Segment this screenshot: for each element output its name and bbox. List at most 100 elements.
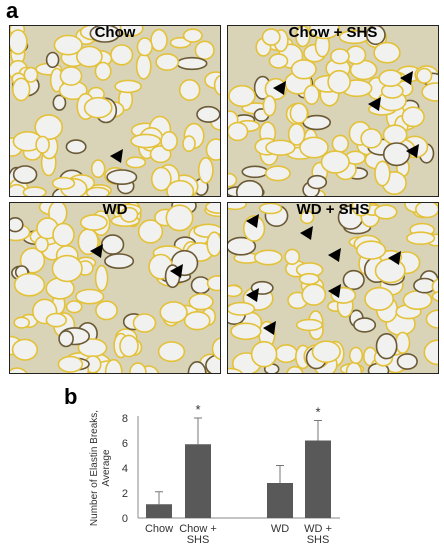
alveolus-shape (228, 236, 257, 256)
alveolus-shape (85, 186, 110, 196)
alveolus-shape (159, 301, 188, 324)
alveolus-shape (342, 269, 365, 291)
alveolus-shape (176, 56, 208, 71)
panel-b-letter: b (64, 384, 78, 409)
alveolus-shape (421, 82, 438, 102)
alveolus-shape (299, 210, 315, 225)
micrograph-chow: Chow (9, 25, 221, 197)
alveolus-shape (378, 69, 403, 88)
alveolus-shape (303, 84, 320, 106)
x-tick-label: Chow + (179, 523, 217, 535)
arrowhead-marker (368, 97, 381, 111)
alveolus-shape (125, 156, 147, 169)
alveolus-shape (353, 317, 377, 333)
alveolus-shape (331, 134, 350, 153)
alveolus-shape (52, 94, 67, 111)
alveolus-shape (228, 84, 256, 108)
alveolus-shape (165, 204, 194, 232)
alveolus-shape (287, 123, 306, 146)
alveolus-shape (228, 121, 249, 142)
alveolus-shape (166, 179, 195, 196)
alveolus-shape (196, 105, 220, 123)
alveolus-shape (206, 275, 220, 292)
bar (305, 440, 331, 518)
alveolus-shape (104, 253, 135, 269)
alveolus-shape (19, 247, 46, 274)
alveolus-shape (320, 150, 350, 174)
alveolus-shape (52, 222, 75, 247)
alveolus-shape (119, 26, 144, 37)
alveolus-shape (75, 288, 105, 305)
bar (267, 483, 293, 518)
panel-title: WD (102, 202, 128, 218)
alveolus-shape (228, 172, 238, 188)
alveolus-shape (110, 44, 134, 66)
alveolus-shape (253, 249, 283, 266)
x-tick-label: SHS (187, 534, 210, 546)
alveolus-shape (230, 322, 262, 341)
alveolus-shape (211, 337, 220, 361)
alveolus-shape (228, 301, 256, 316)
tissue-image (228, 203, 438, 373)
alveolus-shape (104, 358, 123, 373)
alveolus-shape (182, 135, 196, 152)
arrowhead-marker (110, 149, 123, 163)
alveolus-shape (90, 159, 106, 179)
alveolus-shape (290, 59, 317, 80)
alveolus-shape (327, 69, 351, 94)
alveolus-shape (402, 290, 433, 311)
alveolus-shape (213, 74, 220, 96)
alveolus-shape (206, 231, 220, 257)
alveolus-shape (374, 204, 398, 220)
panel-a-letter: a (6, 0, 19, 23)
alveolus-shape (265, 139, 296, 156)
panel-title: WD + SHS (296, 202, 370, 218)
alveolus-shape (10, 29, 28, 55)
alveolus-shape (264, 165, 291, 182)
arrowhead-marker (406, 144, 419, 158)
alveolus-shape (360, 128, 383, 149)
alveolus-shape (415, 203, 438, 219)
alveolus-shape (11, 338, 38, 361)
alveolus-shape (311, 340, 341, 363)
alveolus-shape (94, 61, 112, 81)
alveolus-shape (130, 133, 162, 149)
alveolus-shape (34, 114, 64, 141)
alveolus-shape (155, 53, 180, 71)
alveolus-shape (286, 365, 304, 373)
alveolus-shape (205, 138, 220, 161)
bar (146, 504, 172, 518)
alveolus-shape (205, 353, 220, 373)
alveolus-shape (45, 51, 60, 69)
alveolus-shape (194, 40, 215, 61)
alveolus-shape (119, 206, 139, 223)
alveolus-shape (13, 316, 30, 329)
alveolus-shape (423, 339, 438, 366)
x-tick-label: SHS (307, 534, 330, 546)
arrowhead-marker (90, 244, 103, 258)
alveolus-shape (53, 34, 83, 56)
alveolus-shape (425, 309, 438, 329)
x-tick-label: WD + (304, 523, 332, 535)
alveolus-shape (51, 254, 83, 283)
alveolus-shape (58, 330, 74, 348)
alveolus-shape (119, 334, 139, 358)
alveolus-shape (395, 331, 411, 355)
alveolus-shape (258, 203, 283, 215)
alveolus-shape (45, 312, 68, 328)
alveolus-shape (382, 142, 411, 167)
alveolus-shape (95, 300, 118, 321)
alveolus-shape (187, 361, 207, 373)
alveolus-shape (262, 95, 277, 117)
alveolus-shape (431, 278, 438, 295)
alveolus-shape (309, 26, 340, 40)
alveolus-shape (295, 26, 311, 48)
tissue-image (10, 203, 220, 373)
alveolus-shape (157, 341, 186, 363)
alveolus-shape (351, 203, 371, 217)
arrowhead-marker (246, 214, 259, 228)
alveolus-shape (228, 367, 243, 373)
alveolus-shape (301, 283, 327, 306)
arrowhead-marker (263, 321, 276, 335)
alveolus-shape (114, 79, 142, 94)
